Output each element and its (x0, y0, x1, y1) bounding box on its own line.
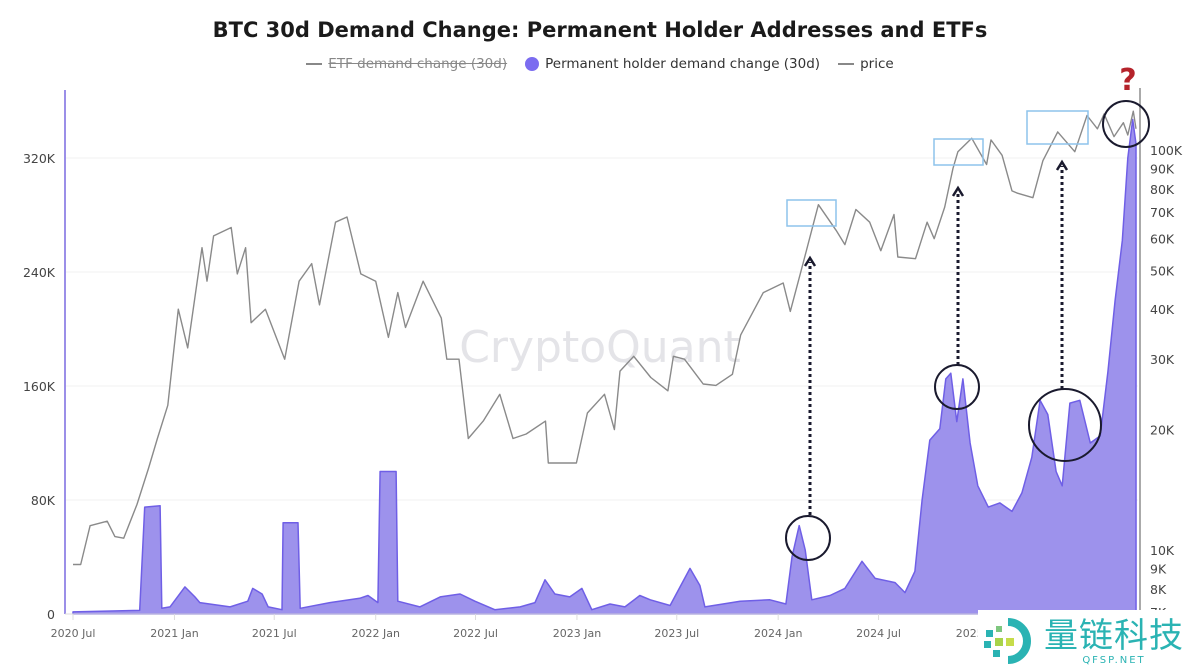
legend-item-etf[interactable]: ETF demand change (30d) (306, 56, 507, 72)
y-left-tick-label: 0 (47, 607, 55, 622)
y-right-tick-label: 9K (1150, 561, 1167, 576)
x-tick-label: 2024 Jul (856, 627, 901, 640)
y-right-tick-label: 8K (1150, 582, 1167, 597)
legend-label: Permanent holder demand change (30d) (545, 56, 821, 72)
x-tick-label: 2022 Jan (351, 627, 399, 640)
x-tick-label: 2022 Jul (453, 627, 498, 640)
legend-line-icon (838, 63, 855, 65)
highlight-circle (934, 364, 980, 410)
x-tick-label: 2021 Jul (252, 627, 297, 640)
site-logo: 量链科技 QFSP.NET (978, 610, 1200, 672)
highlight-circle (785, 515, 831, 561)
x-tick-label: 2023 Jul (654, 627, 699, 640)
highlight-circle (1028, 388, 1102, 462)
y-right-tick-label: 60K (1150, 232, 1175, 247)
legend: ETF demand change (30d) Permanent holder… (0, 56, 1200, 72)
y-right-tick-label: 10K (1150, 543, 1175, 558)
x-tick-label: 2021 Jan (150, 627, 198, 640)
highlight-box (933, 138, 984, 166)
y-left-tick-label: 160K (23, 379, 56, 394)
logo-text: 量链科技 (1044, 615, 1184, 656)
y-right-tick-label: 80K (1150, 182, 1175, 197)
y-right-tick-label: 50K (1150, 263, 1175, 278)
highlight-box (1026, 110, 1089, 145)
logo-subtext: QFSP.NET (1082, 654, 1146, 666)
legend-item-permanent-holder[interactable]: Permanent holder demand change (30d) (525, 56, 820, 72)
x-tick-label: 2024 Jan (754, 627, 802, 640)
y-right-tick-label: 100K (1150, 143, 1183, 158)
price-line-series (73, 110, 1137, 566)
highlight-box (786, 199, 837, 227)
question-mark-icon: ? (1119, 63, 1136, 98)
watermark: CryptoQuant (459, 322, 741, 373)
y-left-tick-label: 80K (31, 493, 56, 508)
y-right-tick-label: 20K (1150, 423, 1175, 438)
y-right-tick-label: 40K (1150, 302, 1175, 317)
x-tick-label: 2023 Jan (553, 627, 601, 640)
y-left-tick-label: 320K (23, 151, 56, 166)
y-left-tick-label: 240K (23, 265, 56, 280)
y-right-tick-label: 30K (1150, 352, 1175, 367)
x-tick-label: 2020 Jul (51, 627, 96, 640)
y-right-tick-label: 90K (1150, 161, 1175, 176)
legend-label: ETF demand change (30d) (328, 56, 508, 72)
legend-label: price (860, 56, 894, 72)
highlight-circle (1102, 100, 1150, 148)
arrow-head-icon (803, 255, 817, 267)
legend-line-icon (306, 63, 323, 65)
logo-mark-icon (984, 618, 1031, 664)
legend-dot-icon (525, 57, 540, 71)
chart-title: BTC 30d Demand Change: Permanent Holder … (212, 18, 988, 42)
arrow-head-icon (951, 185, 965, 197)
legend-item-price[interactable]: price (838, 56, 894, 72)
y-right-tick-label: 70K (1150, 205, 1175, 220)
arrow-head-icon (1055, 159, 1069, 171)
